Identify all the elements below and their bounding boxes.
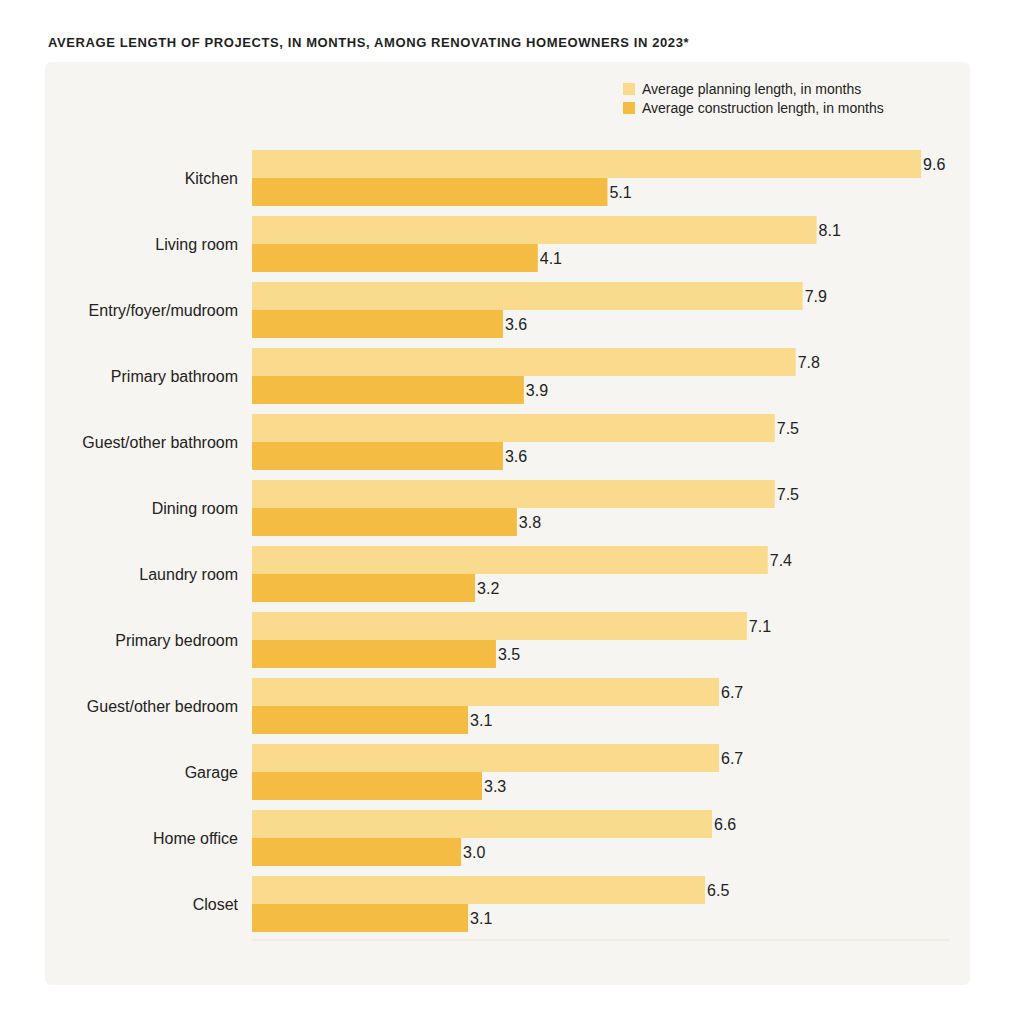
chart-svg: AVERAGE LENGTH OF PROJECTS, IN MONTHS, A… [0,0,1021,1024]
data-label: 3.6 [505,448,527,465]
category-label: Primary bedroom [115,632,238,649]
category-label: Closet [193,896,239,913]
chart-root: AVERAGE LENGTH OF PROJECTS, IN MONTHS, A… [0,0,1021,1024]
bar [252,216,817,244]
data-label: 3.3 [484,778,506,795]
category-label: Garage [185,764,238,781]
bar [252,640,496,668]
bar [252,282,803,310]
legend-swatch [623,102,635,114]
labels: Kitchen 9.6 5.1 Living room 8.1 4.1 Entry/foye… [82,156,945,927]
data-label: 6.7 [721,750,743,767]
category-label: Guest/other bedroom [87,698,238,715]
bar [252,310,503,338]
bar [252,706,468,734]
data-label: 6.7 [721,684,743,701]
x-axis-line [252,940,949,941]
bar [252,244,538,272]
category-label: Primary bathroom [111,368,238,385]
bar [252,150,921,178]
bar [252,442,503,470]
data-label: 3.5 [498,646,520,663]
data-label: 3.1 [470,712,492,729]
data-label: 6.5 [707,882,729,899]
data-label: 5.1 [609,184,631,201]
data-label: 3.1 [470,910,492,927]
category-label: Living room [155,236,238,253]
data-label: 7.5 [777,420,799,437]
data-label: 3.2 [477,580,499,597]
panel [45,62,970,985]
data-label: 3.8 [519,514,541,531]
bar [252,772,482,800]
bar [252,178,607,206]
legend-label: Average construction length, in months [642,100,884,116]
data-label: 3.6 [505,316,527,333]
bar [252,546,768,574]
bar [252,508,517,536]
data-label: 6.6 [714,816,736,833]
data-label: 3.9 [526,382,548,399]
legend-swatch [623,83,635,95]
bar [252,574,475,602]
bar [252,376,524,404]
bar [252,678,719,706]
data-label: 8.1 [819,222,841,239]
category-label: Laundry room [139,566,238,583]
bar [252,904,468,932]
data-label: 3.0 [463,844,485,861]
title: AVERAGE LENGTH OF PROJECTS, IN MONTHS, A… [48,35,689,50]
legend: Average planning length, in months Averag… [623,81,884,116]
data-label: 7.9 [805,288,827,305]
legend-label: Average planning length, in months [642,81,861,97]
data-label: 7.1 [749,618,771,635]
bar [252,876,705,904]
category-label: Guest/other bathroom [82,434,238,451]
category-label: Dining room [152,500,238,517]
data-label: 9.6 [923,156,945,173]
bar [252,414,775,442]
category-label: Entry/foyer/mudroom [89,302,238,319]
data-label: 7.5 [777,486,799,503]
data-label: 7.4 [770,552,792,569]
bar [252,480,775,508]
bar [252,348,796,376]
bar [252,810,712,838]
category-label: Home office [153,830,238,847]
data-label: 4.1 [540,250,562,267]
bar [252,838,461,866]
data-label: 7.8 [798,354,820,371]
bar [252,612,747,640]
bar [252,744,719,772]
bars [252,150,921,932]
category-label: Kitchen [185,170,238,187]
